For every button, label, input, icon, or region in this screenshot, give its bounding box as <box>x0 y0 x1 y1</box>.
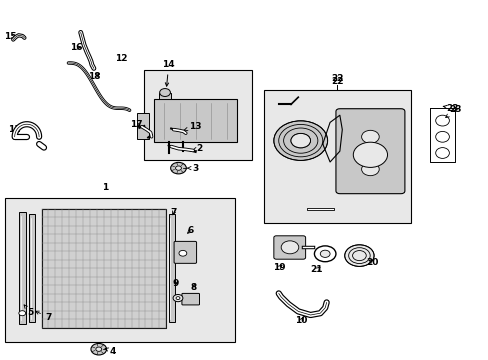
Text: 14: 14 <box>162 60 175 86</box>
Bar <box>168 214 174 322</box>
Text: 10: 10 <box>295 316 307 325</box>
Text: 23: 23 <box>442 104 458 112</box>
Text: 6: 6 <box>187 226 193 235</box>
Circle shape <box>91 343 106 355</box>
Circle shape <box>314 246 335 262</box>
Bar <box>41 209 166 328</box>
Ellipse shape <box>435 131 448 142</box>
Text: 7: 7 <box>36 311 52 322</box>
Circle shape <box>96 347 102 351</box>
Circle shape <box>19 311 25 316</box>
Text: 11: 11 <box>8 125 21 134</box>
Text: 12: 12 <box>115 54 127 63</box>
FancyBboxPatch shape <box>182 293 199 305</box>
Circle shape <box>290 134 310 148</box>
Bar <box>264 90 410 223</box>
Circle shape <box>173 294 183 302</box>
Text: 20: 20 <box>366 258 378 266</box>
Text: 17: 17 <box>129 120 142 129</box>
Text: 19: 19 <box>273 263 285 271</box>
Text: 2: 2 <box>193 144 202 153</box>
FancyBboxPatch shape <box>335 109 404 194</box>
Circle shape <box>170 162 186 174</box>
Text: 22: 22 <box>330 74 343 83</box>
Text: 15: 15 <box>4 32 17 41</box>
FancyBboxPatch shape <box>273 236 305 259</box>
Text: 22: 22 <box>330 77 343 85</box>
Text: 3: 3 <box>186 163 198 172</box>
Text: 8: 8 <box>190 284 196 292</box>
Bar <box>159 93 171 99</box>
Circle shape <box>361 148 379 161</box>
Text: 18: 18 <box>88 72 101 81</box>
Text: 23: 23 <box>445 105 461 117</box>
Bar <box>154 99 237 142</box>
Ellipse shape <box>435 115 448 126</box>
Ellipse shape <box>435 148 448 158</box>
Circle shape <box>159 89 170 96</box>
Text: 1: 1 <box>102 184 108 192</box>
Bar <box>144 70 251 160</box>
Bar <box>19 212 26 324</box>
Text: 13: 13 <box>183 122 202 131</box>
Circle shape <box>273 121 327 161</box>
Circle shape <box>320 250 329 257</box>
Circle shape <box>344 245 373 266</box>
Circle shape <box>361 163 379 176</box>
Text: 5: 5 <box>24 305 34 317</box>
Circle shape <box>361 130 379 143</box>
Text: 16: 16 <box>69 43 82 52</box>
FancyBboxPatch shape <box>174 241 196 264</box>
Circle shape <box>176 297 180 300</box>
Text: 9: 9 <box>172 279 179 288</box>
Circle shape <box>175 166 181 170</box>
Bar <box>29 214 35 322</box>
Text: 4: 4 <box>105 346 116 356</box>
Text: 7: 7 <box>170 208 177 217</box>
Bar <box>5 198 234 342</box>
Circle shape <box>179 251 186 256</box>
Bar <box>137 113 149 139</box>
Circle shape <box>352 142 386 167</box>
Circle shape <box>281 241 298 254</box>
Text: 21: 21 <box>310 266 323 274</box>
